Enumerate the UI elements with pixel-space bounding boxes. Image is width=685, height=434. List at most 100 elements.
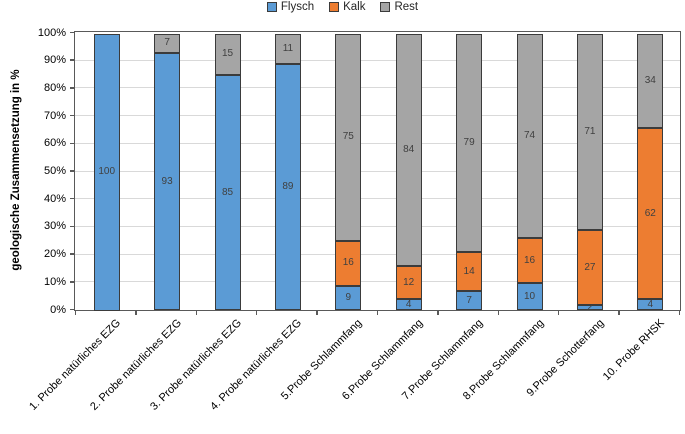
legend-label: Kalk bbox=[343, 1, 366, 13]
x-axis-tick bbox=[557, 311, 560, 315]
x-axis-tick bbox=[195, 311, 198, 315]
y-axis-tick bbox=[70, 197, 74, 200]
x-axis-tick bbox=[376, 311, 379, 315]
x-axis-tick bbox=[437, 311, 439, 315]
y-axis-tick-label: 40% bbox=[43, 192, 66, 205]
bar-value-label: 7 bbox=[164, 37, 170, 49]
bar-segment-kalk bbox=[456, 252, 483, 292]
bar-value-label: 84 bbox=[403, 143, 415, 155]
bar-segment-flysch bbox=[93, 33, 120, 311]
x-axis-tick bbox=[497, 311, 500, 315]
legend-label: Rest bbox=[394, 1, 419, 13]
y-axis-tick-label: 100% bbox=[37, 26, 66, 39]
bar-value-label: 12 bbox=[403, 276, 415, 288]
gridline bbox=[75, 59, 680, 61]
y-axis-tick bbox=[70, 308, 74, 311]
legend-item-rest: Rest bbox=[380, 1, 418, 13]
gridline bbox=[75, 115, 680, 117]
bar-value-label: 15 bbox=[221, 48, 234, 60]
bar-value-label: 85 bbox=[221, 186, 234, 198]
legend-item-flysch: Flysch bbox=[266, 1, 315, 13]
gridline bbox=[75, 142, 680, 144]
x-axis-tick bbox=[678, 311, 681, 315]
y-axis-tick-label: 50% bbox=[43, 165, 66, 177]
bar-value-label: 2 bbox=[587, 301, 593, 313]
gridline bbox=[75, 225, 680, 227]
bar-segment-rest bbox=[637, 33, 664, 128]
bar-segment-rest bbox=[395, 33, 422, 267]
bar-value-label: 71 bbox=[584, 125, 596, 137]
bar-segment-kalk bbox=[335, 241, 362, 286]
bar-segment-kalk bbox=[395, 266, 422, 300]
bar-segment-flysch bbox=[395, 299, 422, 311]
gridline bbox=[75, 253, 680, 255]
y-axis-tick-label: 60% bbox=[43, 137, 66, 150]
bar-value-label: 16 bbox=[523, 254, 536, 266]
bar-segment-kalk bbox=[516, 238, 543, 283]
x-axis-tick bbox=[255, 311, 258, 315]
bar-segment-flysch bbox=[335, 285, 362, 311]
bar-value-label: 62 bbox=[644, 207, 656, 219]
bar-value-label: 10 bbox=[523, 290, 536, 302]
y-axis-tick bbox=[70, 225, 74, 228]
bar-value-label: 14 bbox=[463, 265, 475, 277]
bar-value-label: 4 bbox=[405, 298, 412, 310]
y-axis-tick bbox=[70, 59, 74, 61]
bar-value-label: 4 bbox=[647, 298, 654, 310]
y-axis-tick bbox=[70, 253, 74, 255]
x-axis-category-label: 10. Probe RHSK bbox=[600, 317, 667, 383]
x-axis-tick bbox=[135, 311, 137, 315]
bar-value-label: 79 bbox=[463, 136, 475, 148]
bar-value-label: 16 bbox=[342, 257, 354, 269]
bar-segment-rest bbox=[335, 33, 362, 242]
bar-segment-kalk bbox=[637, 127, 664, 300]
bar-segment-flysch bbox=[637, 299, 664, 311]
bar-segment-flysch bbox=[214, 75, 241, 311]
bar-value-label: 11 bbox=[282, 42, 294, 54]
y-axis-tick-label: 30% bbox=[43, 220, 66, 233]
bar-segment-flysch bbox=[576, 304, 603, 311]
bar-segment-flysch bbox=[516, 282, 543, 311]
y-axis-tick-label: 10% bbox=[43, 275, 66, 288]
x-axis-tick bbox=[316, 311, 318, 315]
bar-value-label: 93 bbox=[161, 175, 173, 187]
bar-value-label: 34 bbox=[644, 74, 656, 86]
bar-value-label: 100 bbox=[98, 166, 116, 177]
y-axis-tick bbox=[70, 142, 74, 145]
legend-swatch-icon bbox=[380, 2, 391, 12]
bar-value-label: 89 bbox=[282, 181, 294, 193]
bar-value-label: 9 bbox=[345, 292, 352, 304]
y-axis-tick bbox=[70, 281, 74, 283]
legend-swatch-icon bbox=[329, 2, 340, 12]
bar-segment-rest bbox=[516, 33, 543, 239]
x-axis-tick bbox=[618, 311, 620, 315]
bar-segment-rest bbox=[154, 33, 181, 53]
bar-segment-rest bbox=[456, 33, 483, 253]
bar-segment-flysch bbox=[274, 63, 301, 311]
bar-value-label: 7 bbox=[466, 294, 472, 306]
y-axis-tick-label: 70% bbox=[43, 109, 66, 122]
bar-value-label: 74 bbox=[523, 129, 536, 141]
plot-area: 100 93 7 85 15 89 11 9 16 75 4 12 84 7 14 79 10 16 74 2 27 71… bbox=[74, 31, 681, 313]
y-axis-tick-label: 20% bbox=[43, 248, 66, 261]
bar-segment-rest bbox=[214, 33, 241, 76]
gridline bbox=[75, 170, 680, 172]
y-axis-tick bbox=[70, 114, 74, 117]
chart-legend: Flysch Kalk Rest bbox=[0, 1, 685, 13]
y-axis-tick bbox=[70, 31, 74, 34]
legend-label: Flysch bbox=[280, 1, 315, 13]
bar-value-label: 27 bbox=[584, 261, 596, 273]
y-axis-tick-label: 80% bbox=[43, 81, 66, 94]
x-axis-tick bbox=[74, 311, 77, 315]
legend-swatch-icon bbox=[266, 2, 277, 12]
bar-segment-flysch bbox=[456, 291, 483, 311]
bar-segment-kalk bbox=[576, 230, 603, 305]
gridline bbox=[75, 198, 680, 200]
bar-segment-flysch bbox=[154, 52, 181, 311]
bar-value-label: 75 bbox=[342, 131, 354, 143]
gridline bbox=[75, 281, 680, 283]
bar-segment-rest bbox=[576, 33, 603, 231]
gridline bbox=[75, 87, 680, 89]
y-axis-tick bbox=[70, 170, 74, 172]
